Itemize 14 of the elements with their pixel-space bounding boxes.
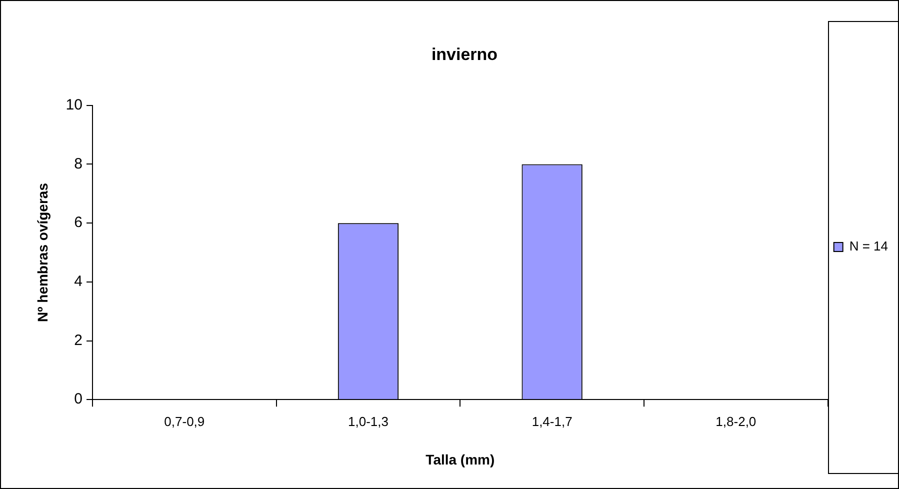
x-tick-label: 1,0-1,3 (348, 414, 388, 429)
y-tick-label: 0 (74, 390, 82, 408)
legend-label: N = 14 (849, 238, 888, 254)
x-tick-label: 1,4-1,7 (532, 414, 572, 429)
y-tick-label: 2 (74, 332, 82, 349)
y-axis-title: Nº hembras ovígeras (34, 182, 50, 322)
y-tick-label: 8 (74, 155, 82, 172)
y-tick-label: 4 (74, 273, 82, 290)
x-tick-label: 1,8-2,0 (716, 414, 756, 429)
x-tick-label: 0,7-0,9 (164, 414, 205, 429)
x-axis-title: Talla (mm) (426, 451, 495, 468)
y-tick-label: 6 (74, 214, 82, 232)
y-tick-label: 10 (66, 96, 82, 114)
chart-title: invierno (431, 44, 498, 64)
